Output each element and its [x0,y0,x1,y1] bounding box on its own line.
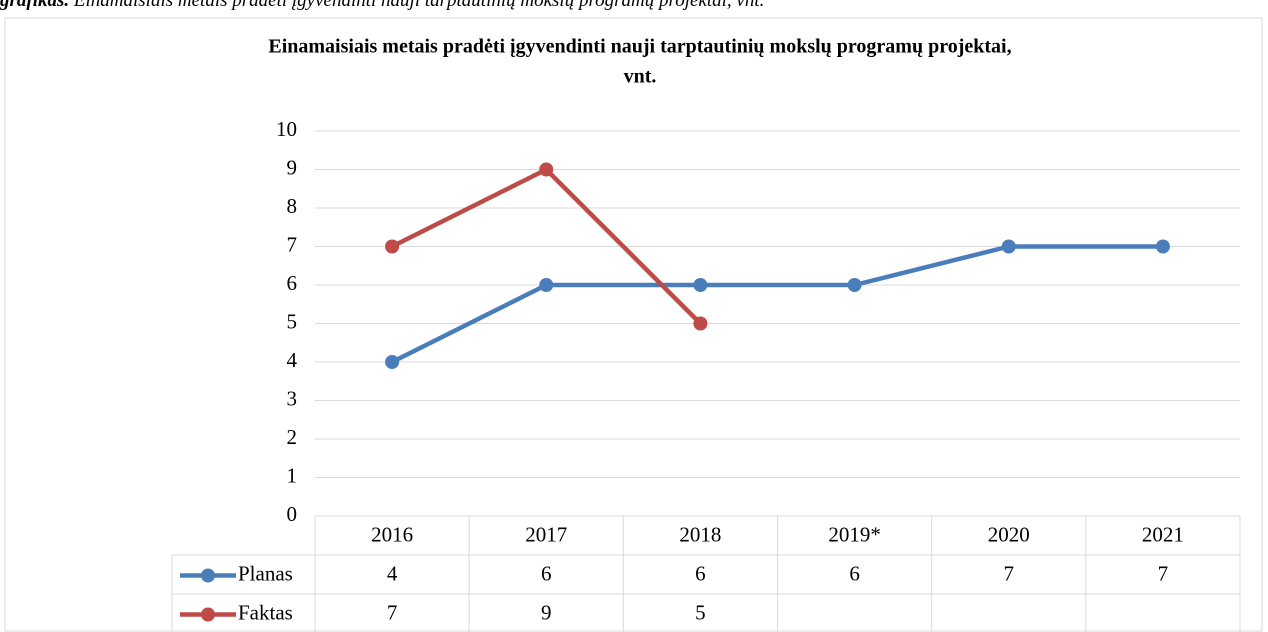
table-cell: 9 [541,600,552,624]
table-cell: 7 [1004,561,1015,585]
legend-marker [201,568,215,583]
table-cell: 7 [1158,561,1169,585]
y-tick-label: 8 [287,194,298,218]
y-tick-label: 7 [287,232,298,256]
x-tick-label: 2020 [988,522,1030,546]
marker [1155,239,1170,254]
x-tick-label: 2021 [1142,522,1184,546]
marker [385,239,400,254]
table-cell: 7 [387,600,398,624]
caption-text: Einamaisiais metais pradėti įgyvendinti … [73,0,764,11]
marker [693,278,708,292]
table-cell: 5 [695,600,706,624]
chart-title: vnt. [624,66,657,88]
marker [385,355,400,369]
y-tick-label: 5 [287,309,298,333]
caption: grafikas. Einamaisiais metais pradėti įg… [0,0,764,11]
y-tick-label: 2 [287,425,298,449]
marker [539,162,554,177]
y-tick-label: 0 [287,502,298,526]
y-tick-label: 6 [287,271,298,295]
x-tick-label: 2017 [525,522,567,546]
marker [693,316,708,331]
table-cell: 4 [387,561,398,585]
legend-label: Faktas [238,600,293,624]
x-tick-label: 2018 [679,522,721,546]
y-tick-label: 3 [287,386,298,410]
y-tick-label: 9 [287,155,298,179]
x-tick-label: 2016 [371,522,413,546]
series-line [391,244,1163,365]
marker [1001,239,1016,254]
caption-label: grafikas. [0,0,69,11]
legend-label: Planas [238,561,293,585]
y-tick-label: 4 [287,348,298,372]
table-cell: 6 [695,561,706,585]
chart-title: Einamaisiais metais pradėti įgyvendinti … [268,36,1011,58]
x-tick-label: 2019* [828,522,881,546]
y-tick-label: 1 [287,463,298,487]
y-tick-label: 10 [276,117,297,141]
table-cell: 6 [849,561,860,585]
marker [847,278,862,292]
chart-frame [4,17,1263,632]
legend-marker [201,607,215,622]
marker [539,278,554,292]
table-cell: 6 [541,561,552,585]
